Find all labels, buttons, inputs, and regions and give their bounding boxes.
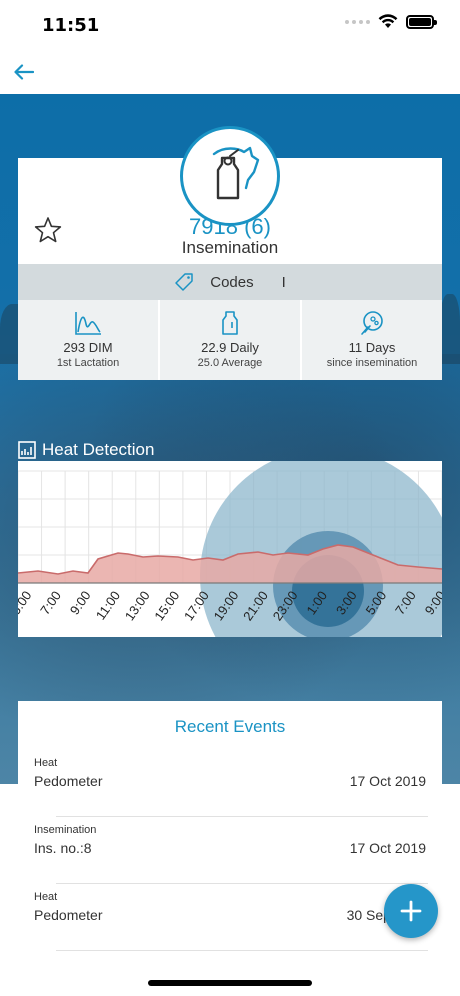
event-divider [56,816,428,817]
status-time: 11:51 [42,15,100,36]
event-date: 17 Oct 2019 [349,840,426,856]
add-event-button[interactable] [384,884,438,938]
stat-lactation: 293 DIM 1st Lactation [18,300,160,380]
codes-row[interactable]: Codes I [18,264,442,300]
event-row[interactable]: Insemination Ins. no.:8 17 Oct 2019 [18,818,442,884]
status-icons [345,14,437,29]
status-bar: 11:51 [0,0,460,50]
wifi-icon [378,14,398,28]
recent-events-card: Recent Events Heat Pedometer 17 Oct 2019… [18,701,442,961]
tag-icon [175,273,193,291]
recent-events-title: Recent Events [174,717,286,736]
heat-detection-header: Heat Detection [18,440,154,460]
activity-area [18,545,442,583]
time-label: 7:00 [37,588,64,617]
cow-avatar [180,126,280,226]
event-type: Heat [34,757,58,769]
activity-line [18,544,442,575]
lactation-curve-icon [75,312,101,335]
cow-milk-can-icon [212,146,260,200]
codes-label: Codes [210,273,254,291]
event-row[interactable]: Heat Pedometer 30 Sep 2019 [18,885,442,951]
stat-milk: 22.9 Daily 25.0 Average [160,300,302,380]
stat-main: 293 DIM [63,340,113,355]
stat-sub: 25.0 Average [197,357,263,369]
event-date: 17 Oct 2019 [349,773,426,789]
cow-status: Insemination [181,238,279,257]
plus-icon [400,900,422,922]
heat-chart-svg: 5:00 7:00 9:00 11:0013:0015:0017:0019:0021:… [18,461,442,637]
event-divider [56,883,428,884]
stat-insemination: 11 Days since insemination [302,300,442,380]
time-label: 5:00 [18,588,34,617]
stat-sub: 1st Lactation [56,357,120,369]
chart-icon [18,441,36,459]
event-type: Insemination [34,824,97,836]
time-label: 13:00 [122,588,153,623]
tree-silhouette [440,294,460,364]
event-source: Ins. no.:8 [34,840,92,856]
event-divider [56,950,428,951]
codes-value: I [281,273,286,291]
time-label: 15:00 [151,588,182,623]
home-indicator [148,980,312,986]
heat-detection-chart: 5:00 7:00 9:00 11:00 13:00 15:00 17:00 19:00 21:… [18,461,442,637]
back-arrow-icon [14,64,34,80]
star-icon [34,217,62,243]
event-type: Heat [34,891,58,903]
insemination-icon [361,311,383,335]
stats-row: 293 DIM 1st Lactation 22.9 Daily 25.0 Av… [18,300,442,380]
nav-bar [0,50,460,94]
heat-detection-title: Heat Detection [42,440,155,459]
milk-bottle-icon [222,311,238,335]
stat-sub: since insemination [326,357,418,369]
time-label: 11:00 [93,588,123,622]
event-row[interactable]: Heat Pedometer 17 Oct 2019 [18,751,442,817]
stat-main: 22.9 Daily [201,340,259,355]
time-label: 9:00 [67,588,94,617]
event-source: Pedometer [34,907,103,923]
cellular-signal-icon [345,19,370,24]
cow-profile-card: 7918 (6) Insemination Codes I 293 DIM 1s… [18,158,442,380]
favorite-button[interactable] [34,216,62,249]
battery-icon [406,14,437,29]
event-source: Pedometer [34,773,103,789]
back-button[interactable] [10,58,38,86]
stat-main: 11 Days [348,340,396,355]
